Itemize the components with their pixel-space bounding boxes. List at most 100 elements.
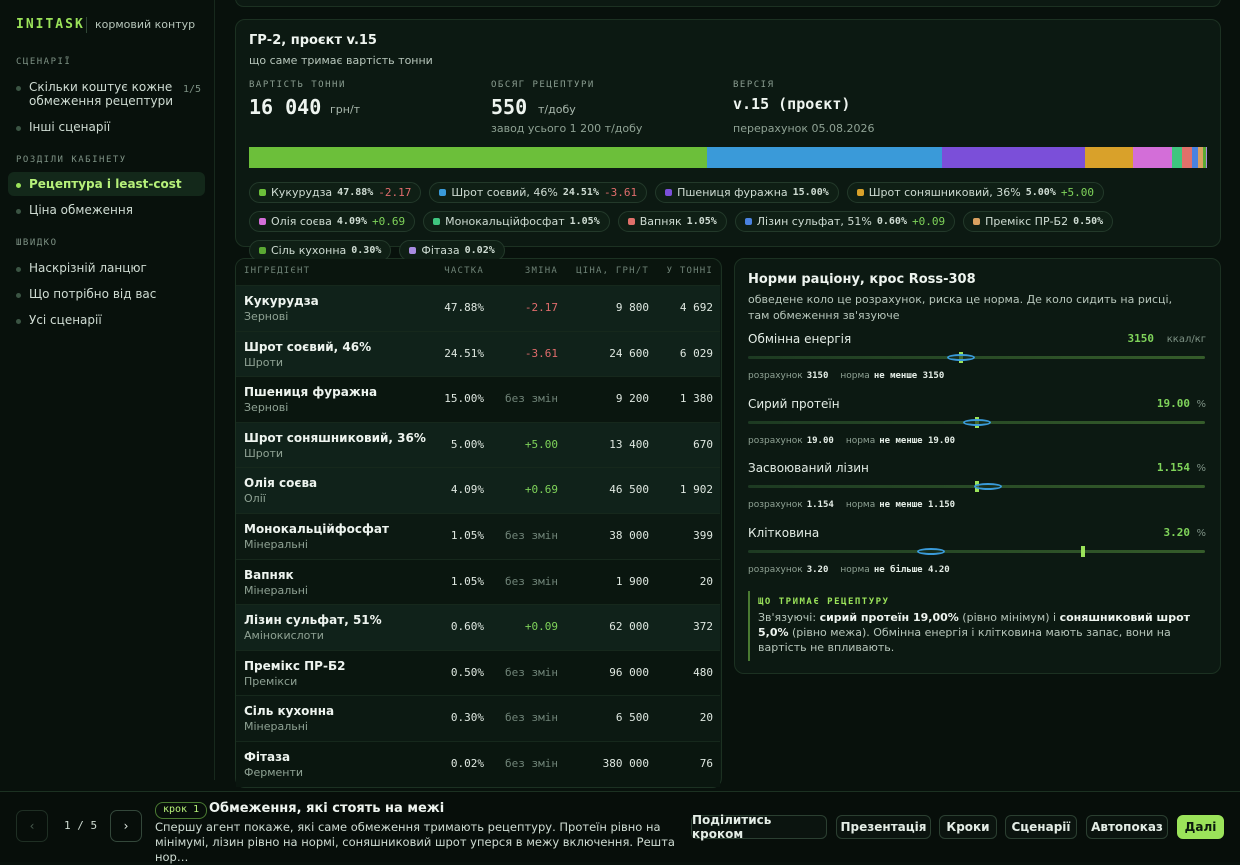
nav-dot — [16, 319, 21, 324]
brand-subtitle: кормовий контур — [95, 18, 195, 31]
chip-change: +5.00 — [1061, 186, 1094, 199]
calc-label: розрахунок — [748, 565, 803, 575]
section-title: РОЗДІЛИ КАБІНЕТУ — [16, 155, 127, 165]
footer-button[interactable]: Сценарії — [1005, 815, 1077, 839]
chip-share: 1.05% — [687, 216, 717, 227]
composition-segment — [707, 147, 942, 168]
chip-share: 47.88% — [337, 187, 373, 198]
nav-item[interactable]: Рецептура і least-cost — [29, 177, 199, 191]
legend-chip: Шрот соняшниковий, 36%5.00%+5.00 — [847, 182, 1104, 203]
calc-marker — [963, 419, 991, 426]
norm-unit: ккал/кг — [1167, 334, 1206, 345]
norm-label: норма — [840, 371, 869, 381]
share-cell: 5.00% — [451, 438, 484, 451]
change-cell: без змін — [505, 392, 558, 405]
share-cell: 0.02% — [451, 757, 484, 770]
nav-dot — [16, 209, 21, 214]
nav-item[interactable]: Що потрібно від вас — [29, 287, 199, 301]
step-title: Обмеження, які стоять на межі — [209, 801, 444, 816]
previous-card — [235, 0, 1221, 7]
column-header: У ТОННІ — [667, 266, 713, 276]
chip-change: +0.69 — [372, 215, 405, 228]
composition-segment — [1182, 147, 1192, 168]
footer-button[interactable]: Кроки — [939, 815, 997, 839]
ingredient-name: Сіль кухонна — [244, 704, 334, 718]
footer-button[interactable]: Автопоказ — [1086, 815, 1168, 839]
summary-subtitle: що саме тримає вартість тонни — [249, 54, 433, 67]
share-cell: 4.09% — [451, 483, 484, 496]
per-ton-cell: 6 029 — [680, 347, 713, 360]
prev-button[interactable]: ‹ — [16, 810, 48, 842]
ingredient-name: Вапняк — [244, 568, 294, 582]
chip-name: Фітаза — [421, 244, 459, 257]
holding-part: (рівно мінімум) і — [959, 611, 1060, 624]
footer-button[interactable]: Далі — [1177, 815, 1224, 839]
chip-change: -2.17 — [378, 186, 411, 199]
ingredient-group: Ферменти — [244, 766, 303, 779]
per-ton-cell: 4 692 — [680, 301, 713, 314]
chip-swatch — [259, 247, 266, 254]
share-cell: 0.60% — [451, 620, 484, 633]
chip-swatch — [745, 218, 752, 225]
chip-share: 1.05% — [570, 216, 600, 227]
price-cell: 46 500 — [609, 483, 649, 496]
column-header: ЧАСТКА — [444, 266, 484, 276]
price-cell: 62 000 — [609, 620, 649, 633]
stat-label: ВЕРСІЯ — [733, 80, 775, 90]
chip-share: 0.60% — [877, 216, 907, 227]
composition-segment — [1085, 147, 1133, 168]
ingredient-group: Шроти — [244, 356, 283, 369]
holding-part: Зв'язуючі: — [758, 611, 820, 624]
chip-name: Олія соєва — [271, 215, 332, 228]
chip-name: Монокальційфосфат — [445, 215, 564, 228]
holding-part: (рівно межа). Обмінна енергія і кліткови… — [758, 626, 1171, 654]
norm-name: Обмінна енергія — [748, 332, 851, 346]
price-cell: 380 000 — [603, 757, 649, 770]
footer-button[interactable]: Презентація — [836, 815, 931, 839]
norm-label: норма — [846, 500, 875, 510]
norm-unit: % — [1196, 528, 1206, 539]
nav-item[interactable]: Наскрізній ланцюг — [29, 261, 199, 275]
chip-swatch — [409, 247, 416, 254]
nav-item[interactable]: Інші сценарії — [29, 120, 199, 134]
nav-item[interactable]: Скільки коштує кожне обмеження рецептури — [29, 80, 174, 108]
per-ton-cell: 1 380 — [680, 392, 713, 405]
norm-value: 3150 — [1128, 332, 1155, 345]
change-cell: +0.69 — [525, 483, 558, 496]
column-header: ІНГРЕДІЄНТ — [244, 266, 310, 276]
per-ton-cell: 480 — [693, 666, 713, 679]
norm-value: 1.154 — [1157, 461, 1190, 474]
footer-button[interactable]: Поділитись кроком — [691, 815, 827, 839]
ingredient-group: Зернові — [244, 401, 288, 414]
next-button[interactable]: › — [110, 810, 142, 842]
nav-dot — [16, 267, 21, 272]
nav-item[interactable]: Ціна обмеження — [29, 203, 199, 217]
ingredient-name: Шрот соняшниковий, 36% — [244, 431, 426, 445]
per-ton-cell: 76 — [700, 757, 713, 770]
chip-swatch — [857, 189, 864, 196]
ingredient-group: Зернові — [244, 310, 288, 323]
ingredient-name: Пшениця фуражна — [244, 385, 377, 399]
norms-title: Норми раціону, крос Ross-308 — [748, 272, 976, 287]
calc-marker — [917, 548, 945, 555]
ingredient-group: Шроти — [244, 447, 283, 460]
norm-label: норма — [840, 565, 869, 575]
calc-text: 19.00 — [807, 436, 834, 446]
ingredient-name: Лізин сульфат, 51% — [244, 613, 382, 627]
chip-share: 15.00% — [793, 187, 829, 198]
chip-swatch — [665, 189, 672, 196]
price-cell: 6 500 — [616, 711, 649, 724]
share-cell: 24.51% — [444, 347, 484, 360]
nav-item[interactable]: Усі сценарії — [29, 313, 199, 327]
norm-value: 19.00 — [1157, 397, 1190, 410]
chip-name: Сіль кухонна — [271, 244, 346, 257]
stat-note: перерахунок 05.08.2026 — [733, 122, 875, 135]
share-cell: 0.50% — [451, 666, 484, 679]
